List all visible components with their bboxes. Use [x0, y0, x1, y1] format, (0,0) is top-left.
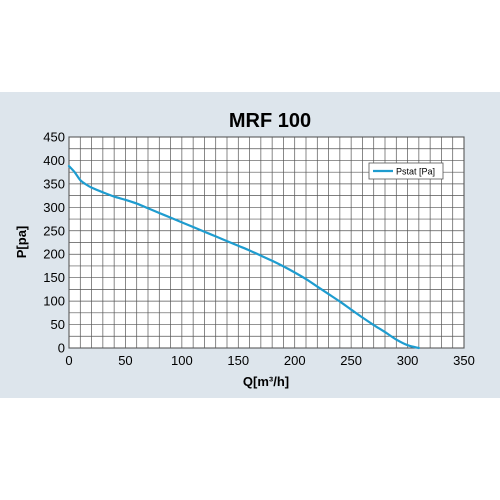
grid-lines — [68, 136, 465, 349]
y-tick-label: 350 — [43, 176, 65, 191]
x-tick-label: 50 — [118, 353, 132, 368]
x-axis-ticks: 0 50 100 150 200 250 300 350 — [65, 353, 474, 368]
y-tick-label: 200 — [43, 247, 65, 262]
x-tick-label: 0 — [65, 353, 72, 368]
y-tick-label: 250 — [43, 223, 65, 238]
y-axis-label: P[pa] — [14, 226, 29, 259]
y-tick-label: 0 — [58, 341, 65, 356]
x-tick-label: 250 — [340, 353, 362, 368]
y-tick-label: 450 — [43, 130, 65, 145]
x-tick-label: 100 — [171, 353, 193, 368]
legend: Pstat [Pa] — [368, 162, 444, 180]
y-tick-label: 100 — [43, 294, 65, 309]
y-axis-ticks: 0 50 100 150 200 250 300 350 400 450 — [43, 130, 65, 356]
legend-box — [368, 162, 444, 180]
series-line-pstat — [67, 164, 420, 350]
legend-label: Pstat [Pa] — [396, 167, 435, 177]
chart-title: MRF 100 — [229, 110, 311, 132]
y-tick-label: 150 — [43, 270, 65, 285]
x-tick-label: 200 — [284, 353, 306, 368]
x-tick-label: 350 — [453, 353, 475, 368]
x-tick-label: 300 — [397, 353, 419, 368]
x-axis-label: Q[m³/h] — [243, 374, 289, 389]
y-tick-label: 50 — [51, 317, 65, 332]
x-tick-label: 150 — [227, 353, 249, 368]
y-tick-label: 300 — [43, 200, 65, 215]
y-tick-label: 400 — [43, 153, 65, 168]
